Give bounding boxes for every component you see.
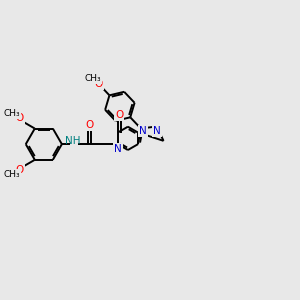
Text: CH₃: CH₃ (3, 110, 20, 118)
Text: N: N (153, 126, 160, 136)
Text: CH₃: CH₃ (85, 74, 101, 83)
Text: O: O (85, 120, 94, 130)
Text: O: O (115, 110, 123, 120)
Text: CH₃: CH₃ (3, 170, 20, 179)
Text: O: O (16, 113, 24, 123)
Text: O: O (16, 165, 24, 175)
Text: NH: NH (65, 136, 81, 146)
Text: O: O (94, 79, 103, 89)
Text: N: N (139, 126, 146, 136)
Text: N: N (114, 144, 122, 154)
